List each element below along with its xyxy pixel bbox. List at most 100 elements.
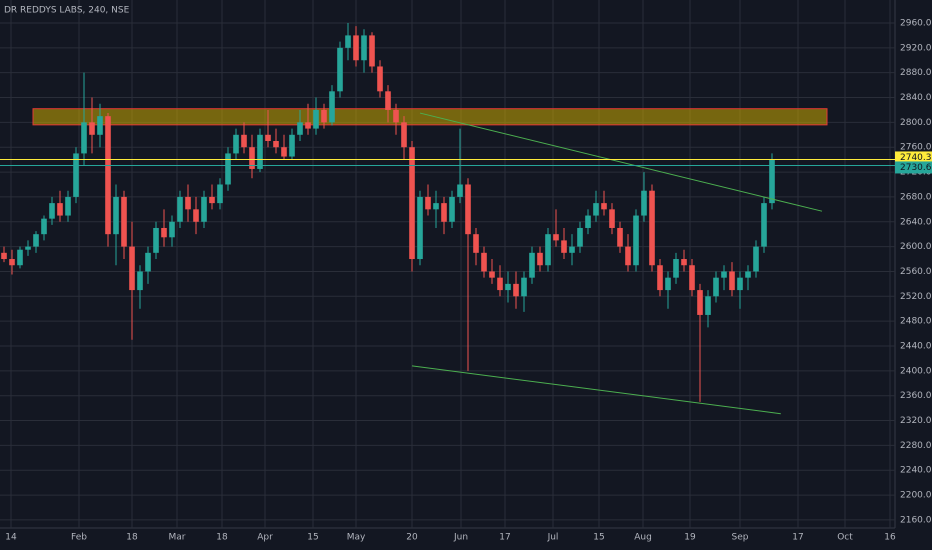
- candle-body: [9, 259, 15, 266]
- candle-body: [593, 203, 599, 216]
- candle-body: [353, 35, 359, 61]
- candle-body: [57, 203, 63, 216]
- y-tick-label: 2760.00: [900, 143, 932, 153]
- x-tick-label: Jul: [547, 533, 559, 543]
- candle-body: [17, 249, 23, 266]
- candle-body: [609, 209, 615, 228]
- candle-body: [561, 240, 567, 253]
- y-tick-label: 2520.00: [900, 292, 932, 302]
- x-tick-label: 15: [593, 533, 604, 543]
- candle-body: [81, 122, 87, 154]
- candle-body: [369, 35, 375, 67]
- candle-body: [617, 227, 623, 247]
- candle-body: [49, 203, 55, 219]
- candle-body: [673, 259, 679, 278]
- candle-body: [681, 259, 687, 266]
- candle-body: [553, 234, 559, 241]
- y-tick-label: 2240.00: [900, 466, 932, 476]
- candle-body: [329, 91, 335, 123]
- x-tick-label: Sep: [732, 533, 749, 543]
- candle-body: [297, 122, 303, 135]
- candle-body: [113, 196, 119, 235]
- candle-body: [689, 265, 695, 291]
- y-tick-label: 2880.00: [900, 68, 932, 78]
- x-tick-label: Feb: [71, 533, 87, 543]
- x-tick-label: 17: [499, 533, 510, 543]
- price-label-bg: [895, 161, 932, 174]
- resistance-zone: [32, 108, 828, 126]
- candle-body: [169, 221, 175, 238]
- candle-body: [337, 47, 343, 92]
- candle-body: [665, 277, 671, 291]
- candle-body: [201, 196, 207, 222]
- y-tick-label: 2360.00: [900, 391, 932, 401]
- x-tick-label: Mar: [169, 533, 186, 543]
- y-tick-label: 2440.00: [900, 341, 932, 351]
- candle-body: [249, 147, 255, 169]
- candle-body: [33, 234, 39, 247]
- candle-body: [601, 203, 607, 210]
- candle-body: [121, 196, 127, 247]
- price-label: 2740.30: [900, 153, 932, 163]
- y-tick-label: 2680.00: [900, 192, 932, 202]
- price-label-bg: [895, 151, 932, 164]
- candle-body: [721, 271, 727, 278]
- candle-body: [537, 252, 543, 266]
- candle-body: [25, 246, 31, 250]
- candle-body: [761, 203, 767, 247]
- candle-body: [473, 234, 479, 253]
- candle-body: [345, 35, 351, 48]
- trend-line: [411, 365, 781, 415]
- x-tick-label: 18: [126, 533, 138, 543]
- candle-body: [305, 122, 311, 129]
- candle-body: [89, 122, 95, 135]
- candle-body: [513, 283, 519, 297]
- x-tick-label: 17: [792, 533, 803, 543]
- candle-body: [161, 227, 167, 238]
- y-tick-label: 2160.00: [900, 515, 932, 525]
- candle-body: [393, 109, 399, 123]
- candle-body: [289, 134, 295, 157]
- x-tick-label: Aug: [634, 533, 652, 543]
- chart-title: DR REDDYS LABS, 240, NSE: [4, 6, 130, 16]
- candle-body: [401, 122, 407, 148]
- trend-line: [419, 112, 823, 212]
- y-tick-label: 2320.00: [900, 416, 932, 426]
- candle-body: [137, 271, 143, 291]
- y-tick-label: 2400.00: [900, 366, 932, 376]
- candle-body: [313, 109, 319, 129]
- candle-body: [465, 184, 471, 235]
- candle-body: [545, 234, 551, 266]
- y-tick-label: 2920.00: [900, 43, 932, 53]
- candle-body: [505, 283, 511, 291]
- candle-body: [633, 215, 639, 266]
- y-tick-label: 2960.00: [900, 18, 932, 28]
- candle-body: [529, 252, 535, 278]
- candle-body: [425, 196, 431, 210]
- x-tick-label: Oct: [837, 533, 853, 543]
- candle-body: [649, 190, 655, 266]
- y-tick-label: 2280.00: [900, 441, 932, 451]
- candle-body: [449, 196, 455, 222]
- x-tick-label: 16: [884, 533, 896, 543]
- candle-body: [153, 227, 159, 253]
- candle-body: [737, 277, 743, 291]
- x-tick-label: Jun: [453, 533, 468, 543]
- candle-body: [1, 252, 7, 260]
- candle-body: [65, 196, 71, 216]
- candle-body: [713, 277, 719, 297]
- candle-body: [769, 159, 775, 204]
- candle-body: [377, 66, 383, 92]
- candle-body: [273, 141, 279, 148]
- y-tick-label: 2200.00: [900, 491, 932, 501]
- x-tick-label: 18: [216, 533, 228, 543]
- candle-body: [753, 246, 759, 272]
- candle-body: [41, 218, 47, 235]
- candle-body: [729, 271, 735, 291]
- candle-body: [361, 35, 367, 61]
- candle-body: [481, 252, 487, 272]
- candle-body: [585, 215, 591, 228]
- candle-body: [105, 116, 111, 235]
- candle-body: [209, 196, 215, 204]
